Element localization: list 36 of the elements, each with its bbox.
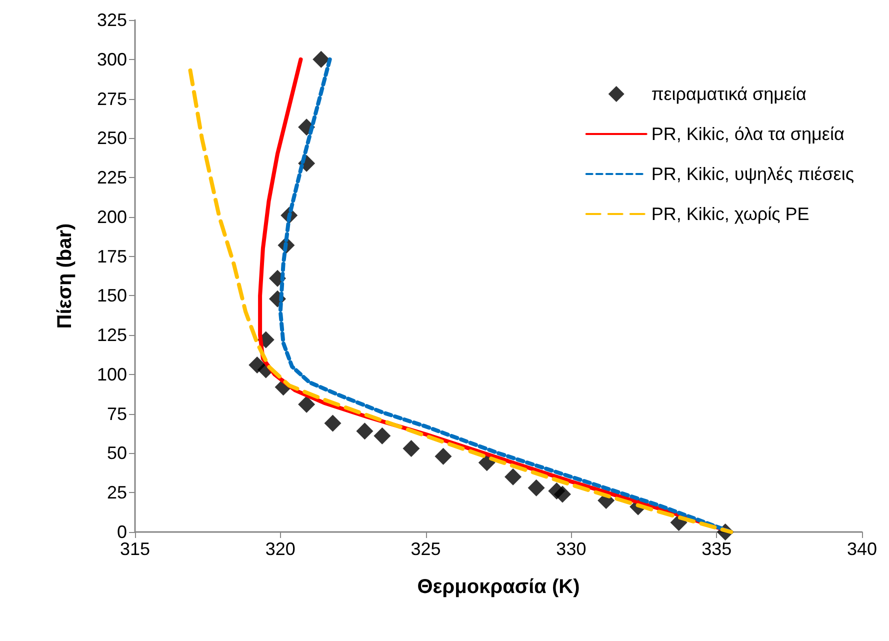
point bbox=[298, 396, 316, 413]
point bbox=[374, 427, 391, 444]
y-tick-label: 25 bbox=[106, 482, 127, 503]
point bbox=[528, 479, 545, 496]
y-tick-label: 300 bbox=[96, 49, 127, 70]
legend-label: PR, Kikic, όλα τα σημεία bbox=[651, 124, 844, 144]
legend-label: PR, Kikic, υψηλές πιέσεις bbox=[651, 164, 854, 184]
point bbox=[402, 440, 420, 458]
x-tick-label: 340 bbox=[846, 539, 878, 559]
y-tick-label: 125 bbox=[96, 325, 127, 346]
legend-label: PR, Kikic, χωρίς PE bbox=[651, 204, 810, 224]
y-axis-title: Πίεση (bar) bbox=[54, 223, 76, 329]
x-axis-title: Θερμοκρασία (K) bbox=[417, 576, 580, 598]
point bbox=[312, 50, 330, 68]
x-tick-label: 335 bbox=[702, 539, 732, 559]
x-tick-label: 325 bbox=[410, 539, 441, 559]
y-tick-label: 225 bbox=[96, 168, 127, 188]
y-tick-label: 75 bbox=[106, 404, 127, 424]
y-tick-label: 250 bbox=[96, 128, 127, 148]
y-tick-label: 200 bbox=[96, 206, 127, 227]
point bbox=[504, 468, 522, 486]
y-tick-label: 0 bbox=[116, 522, 127, 542]
point bbox=[356, 422, 374, 440]
y-tick-label: 275 bbox=[96, 88, 127, 109]
x-tick-label: 315 bbox=[120, 539, 150, 559]
y-tick-label: 150 bbox=[96, 286, 127, 306]
y-tick-label: 325 bbox=[96, 10, 127, 30]
point bbox=[434, 448, 452, 465]
y-tick-label: 175 bbox=[96, 246, 127, 266]
legend-label: πειραματικά σημεία bbox=[651, 84, 806, 104]
x-tick-label: 320 bbox=[265, 539, 296, 559]
point bbox=[324, 414, 342, 432]
y-tick-label: 50 bbox=[106, 443, 127, 464]
y-tick-label: 100 bbox=[96, 364, 127, 384]
x-tick-label: 330 bbox=[556, 539, 586, 559]
point bbox=[554, 486, 571, 503]
